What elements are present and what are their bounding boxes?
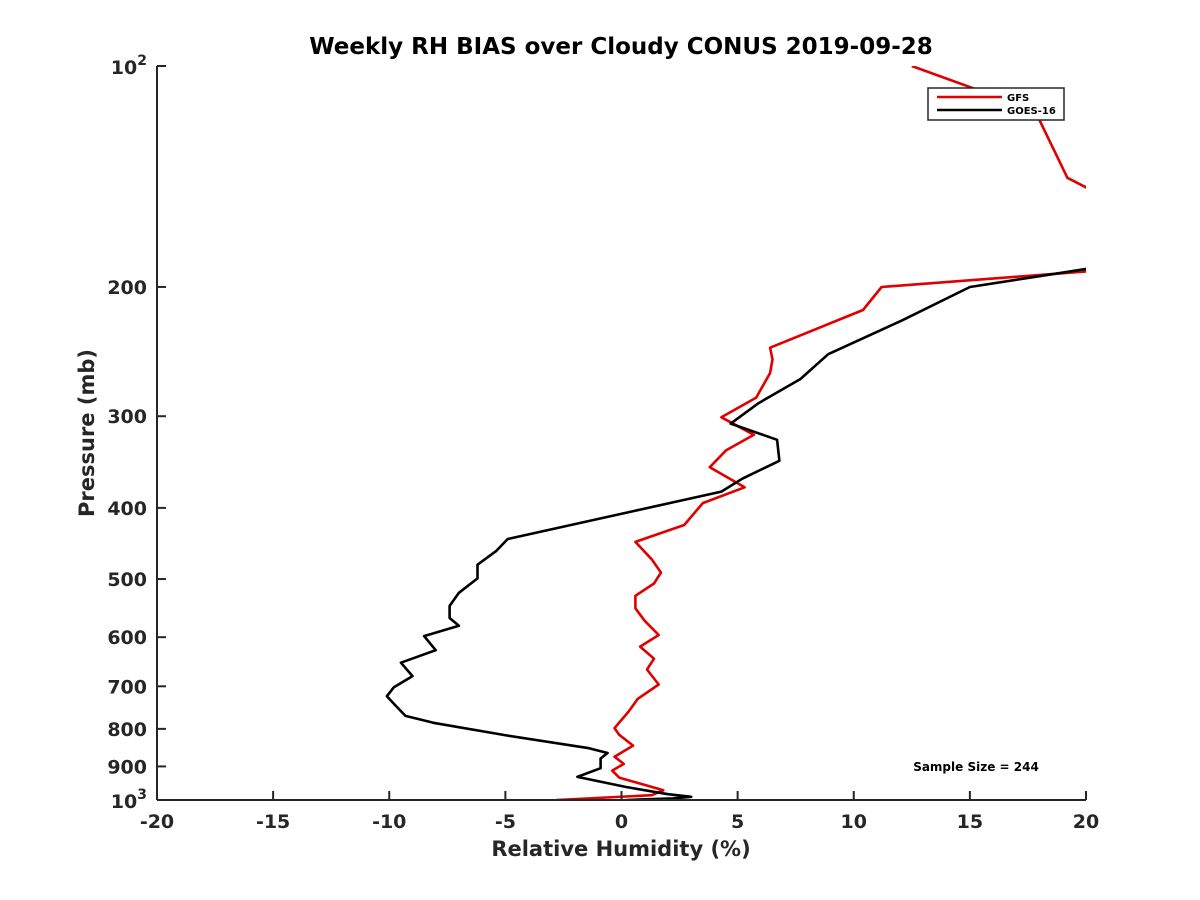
x-tick-label: -5 [495, 811, 516, 833]
sample-size-annotation: Sample Size = 244 [913, 760, 1039, 774]
legend-label-gfs: GFS [1007, 93, 1029, 104]
x-axis-label: Relative Humidity (%) [491, 837, 750, 861]
y-tick-label: 400 [107, 498, 147, 520]
x-tick-label: 0 [615, 811, 628, 833]
legend-box [927, 87, 1065, 121]
series-line-gfs [556, 66, 1086, 800]
y-tick-label: 600 [107, 627, 147, 649]
y-limit-label-exponent: 2 [137, 53, 147, 69]
y-limit-label: 103 [111, 787, 147, 813]
axes [156, 66, 1086, 801]
x-tick-label: -15 [256, 811, 290, 833]
legend-label-goes16: GOES-16 [1007, 106, 1056, 117]
y-limit-label-base: 10 [111, 57, 137, 79]
y-limit-label-exponent: 3 [137, 787, 147, 803]
chart-title: Weekly RH BIAS over Cloudy CONUS 2019-09… [309, 34, 933, 60]
series-line-goes-16 [385, 267, 1086, 800]
x-tick-label: 10 [841, 811, 867, 833]
y-tick-label: 800 [107, 719, 147, 741]
x-tick-label: 5 [731, 811, 744, 833]
y-limit-label-base: 10 [111, 791, 137, 813]
series-layer [385, 66, 1086, 800]
y-axis-label: Pressure (mb) [75, 349, 99, 517]
x-axis-ticks: -20 -15 -10 -5 0 5 10 15 20 [140, 791, 1099, 833]
y-limit-label: 102 [111, 53, 147, 79]
x-tick-label: -20 [140, 811, 174, 833]
x-tick-label: 20 [1073, 811, 1099, 833]
legend: GFS GOES-16 [927, 87, 1065, 121]
y-tick-label: 700 [107, 676, 147, 698]
y-tick-label: 900 [107, 756, 147, 778]
y-tick-label: 200 [107, 277, 147, 299]
y-tick-label: 300 [107, 406, 147, 428]
x-tick-label: 15 [957, 811, 983, 833]
y-tick-label: 500 [107, 569, 147, 591]
x-tick-label: -10 [372, 811, 406, 833]
